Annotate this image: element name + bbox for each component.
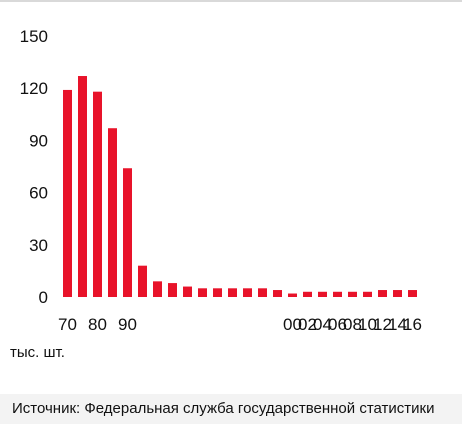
bars — [63, 76, 417, 298]
x-tick-label: 12 — [373, 315, 392, 334]
bar — [363, 291, 372, 297]
y-tick-label: 0 — [39, 288, 48, 307]
y-axis-ticks: 0 30 60 90 120 150 — [20, 27, 48, 307]
x-tick-label: 70 — [58, 315, 77, 334]
bar — [288, 293, 297, 297]
x-tick-label: 14 — [388, 315, 407, 334]
bar — [408, 290, 417, 297]
x-tick-label: 02 — [298, 315, 317, 334]
bar — [228, 288, 237, 297]
bar — [273, 290, 282, 297]
bar — [198, 288, 207, 297]
top-rule — [0, 0, 462, 2]
x-tick-label: 90 — [118, 315, 137, 334]
x-tick-label: 10 — [358, 315, 377, 334]
bar — [213, 288, 222, 297]
y-tick-label: 150 — [20, 27, 48, 46]
bar — [93, 91, 102, 298]
x-tick-label: 16 — [403, 315, 422, 334]
bar — [138, 265, 147, 297]
bar — [258, 288, 267, 297]
bar — [168, 283, 177, 297]
y-tick-label: 30 — [29, 236, 48, 255]
bar — [183, 286, 192, 297]
y-tick-label: 60 — [29, 184, 48, 203]
bar — [378, 290, 387, 297]
bar — [123, 168, 132, 297]
bar — [303, 291, 312, 297]
y-tick-label: 90 — [29, 131, 48, 150]
x-tick-label: 06 — [328, 315, 347, 334]
x-tick-label: 08 — [343, 315, 362, 334]
y-tick-label: 120 — [20, 79, 48, 98]
x-tick-label: 04 — [313, 315, 332, 334]
source-note: Источник: Федеральная служба государстве… — [12, 400, 435, 417]
bar — [63, 89, 72, 297]
bar — [348, 291, 357, 297]
source-band — [0, 394, 462, 424]
bar — [153, 281, 162, 297]
bar — [78, 76, 87, 298]
unit-label: тыс. шт. — [10, 344, 65, 361]
bar — [108, 128, 117, 297]
bar — [318, 291, 327, 297]
bar — [243, 288, 252, 297]
bar — [393, 290, 402, 297]
x-tick-label: 00 — [283, 315, 302, 334]
bar — [333, 291, 342, 297]
x-tick-label: 80 — [88, 315, 107, 334]
